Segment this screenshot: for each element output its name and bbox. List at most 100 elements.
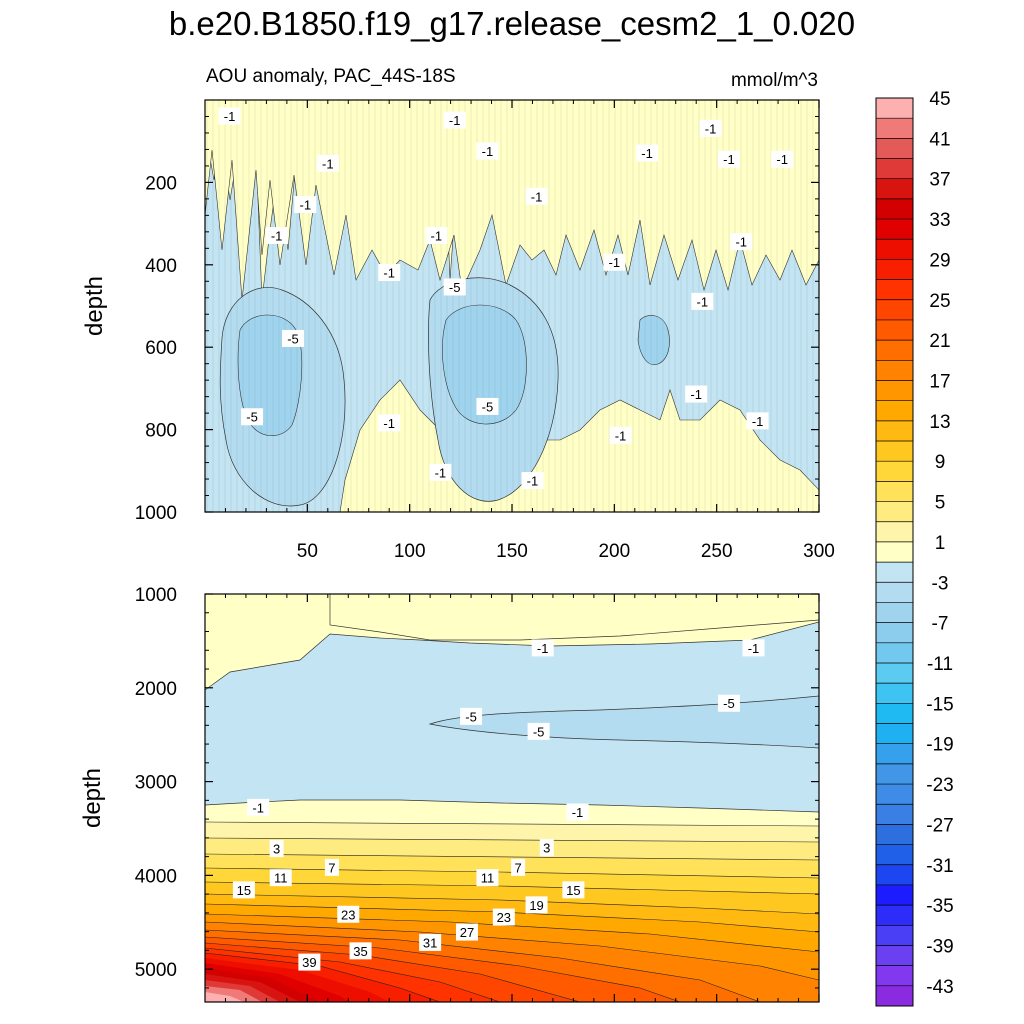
lower-contour-label: -5: [527, 722, 550, 740]
contour-label-box: [566, 803, 589, 821]
contour-label-box: [337, 905, 360, 923]
upper-contour-label: -1: [609, 426, 632, 444]
contour-label-text: 7: [328, 860, 335, 875]
contour-label-text: 23: [497, 910, 511, 925]
contour-label-text: -1: [482, 144, 494, 159]
contour-label-box: [476, 142, 499, 160]
lower-contour-label: 11: [476, 869, 499, 887]
lower-contour-label: -1: [247, 798, 270, 816]
contour-label-box: [232, 881, 255, 899]
colorbar-tick-label: 13: [929, 412, 950, 433]
upper-contour-label: -1: [476, 142, 499, 160]
colorbar-swatch: [876, 158, 913, 180]
upper-contour-label: -1: [746, 412, 769, 430]
colorbar-swatch: [876, 985, 913, 1007]
colorbar-swatch: [876, 380, 913, 401]
colorbar-swatch: [876, 743, 913, 765]
lower-contour-label: 35: [349, 942, 372, 960]
colorbar-swatch: [876, 824, 913, 845]
upper-contour-label: -1: [636, 144, 659, 162]
contour-label-text: -1: [383, 266, 395, 281]
lower-contour-label: 3: [539, 839, 554, 857]
colorbar-tick-label: 37: [929, 170, 950, 191]
contour-label-box: [525, 187, 548, 205]
contour-label-text: -1: [690, 387, 702, 402]
lower-y-tick-label: 3000: [135, 773, 177, 794]
colorbar-swatch: [876, 763, 913, 785]
contour-label-text: -1: [776, 152, 788, 167]
contour-label-text: 15: [566, 883, 580, 898]
colorbar-swatch: [876, 319, 913, 341]
contour-label-text: -1: [748, 641, 760, 656]
subtitle-right: mmol/m^3: [731, 70, 818, 91]
colorbar-tick-label: -7: [932, 614, 949, 635]
colorbar-swatch: [876, 259, 913, 280]
contour-label-box: [771, 150, 794, 168]
lower-contour-label: 23: [492, 908, 515, 926]
upper-x-tick-label: 50: [297, 541, 318, 562]
lower-contour-label: 19: [525, 896, 548, 914]
contour-label-text: 3: [273, 842, 280, 857]
upper-contour-label: -5: [476, 397, 499, 415]
upper-contour-label: -1: [699, 119, 722, 137]
contour-label-box: [476, 397, 499, 415]
upper-contour-label: -1: [378, 264, 401, 282]
colorbar-tick-label: 29: [929, 250, 950, 271]
colorbar-swatch: [876, 239, 913, 260]
colorbar-swatch: [876, 541, 913, 563]
contour-label-box: [455, 923, 478, 941]
contour-label-box: [443, 111, 466, 129]
contour-label-text: -1: [435, 465, 447, 480]
contour-label-text: 19: [529, 898, 543, 913]
upper-contour-label: -1: [771, 150, 794, 168]
colorbar-swatch: [876, 198, 913, 220]
contour-label-text: -5: [246, 410, 258, 425]
colorbar-tick-label: -15: [926, 694, 953, 715]
contour-label-box: [730, 233, 753, 251]
contour-label-box: [241, 408, 264, 426]
colorbar-tick-label: 41: [929, 129, 950, 150]
lower-contour-label: -1: [566, 803, 589, 821]
contour-label-text: 23: [341, 907, 355, 922]
colorbar-swatch: [876, 602, 913, 623]
contour-label-text: 7: [515, 860, 522, 875]
upper-contour-label: -5: [282, 329, 305, 347]
colorbar-swatch: [876, 501, 913, 523]
colorbar-tick-label: 5: [935, 493, 946, 514]
contour-label-box: [294, 196, 317, 214]
contour-label-text: -1: [430, 228, 442, 243]
upper-y-tick-label: 800: [145, 421, 177, 442]
upper-x-tick-label: 200: [598, 541, 630, 562]
contour-label-text: 35: [353, 944, 367, 959]
contour-label-text: 27: [460, 925, 474, 940]
upper-x-tick-label: 150: [496, 541, 528, 562]
lower-contour-label: 39: [298, 953, 321, 971]
contour-label-text: -5: [449, 280, 461, 295]
contour-label-text: -5: [723, 696, 735, 711]
colorbar-swatch: [876, 219, 913, 240]
colorbar-swatch: [876, 945, 913, 966]
upper-y-tick-label: 600: [145, 338, 177, 359]
contour-label-box: [349, 942, 372, 960]
contour-label-box: [247, 798, 270, 816]
contour-label-text: -5: [533, 724, 545, 739]
upper-y-tick-label: 1000: [135, 503, 177, 524]
colorbar-swatch: [876, 622, 913, 644]
colorbar-swatch: [876, 279, 913, 301]
colorbar-swatch: [876, 360, 913, 381]
lower-contour-label: 23: [337, 905, 360, 923]
lower-contour-label: -1: [742, 639, 765, 657]
contour-label-box: [562, 881, 585, 899]
lower-contour-label: 11: [269, 869, 292, 887]
contour-label-box: [636, 144, 659, 162]
lower-contour-label: 7: [511, 858, 526, 876]
upper-contour-label: -1: [425, 226, 448, 244]
upper-axis-ticks: 50 100 150 200 250 300 200 400 600 800 1000: [135, 99, 835, 562]
contour-label-box: [218, 107, 241, 125]
colorbar-swatch: [876, 784, 913, 805]
lower-y-tick-label: 1000: [135, 585, 177, 606]
contour-label-box: [269, 869, 292, 887]
contour-label-text: 15: [237, 883, 251, 898]
contour-label-text: -1: [527, 474, 539, 489]
